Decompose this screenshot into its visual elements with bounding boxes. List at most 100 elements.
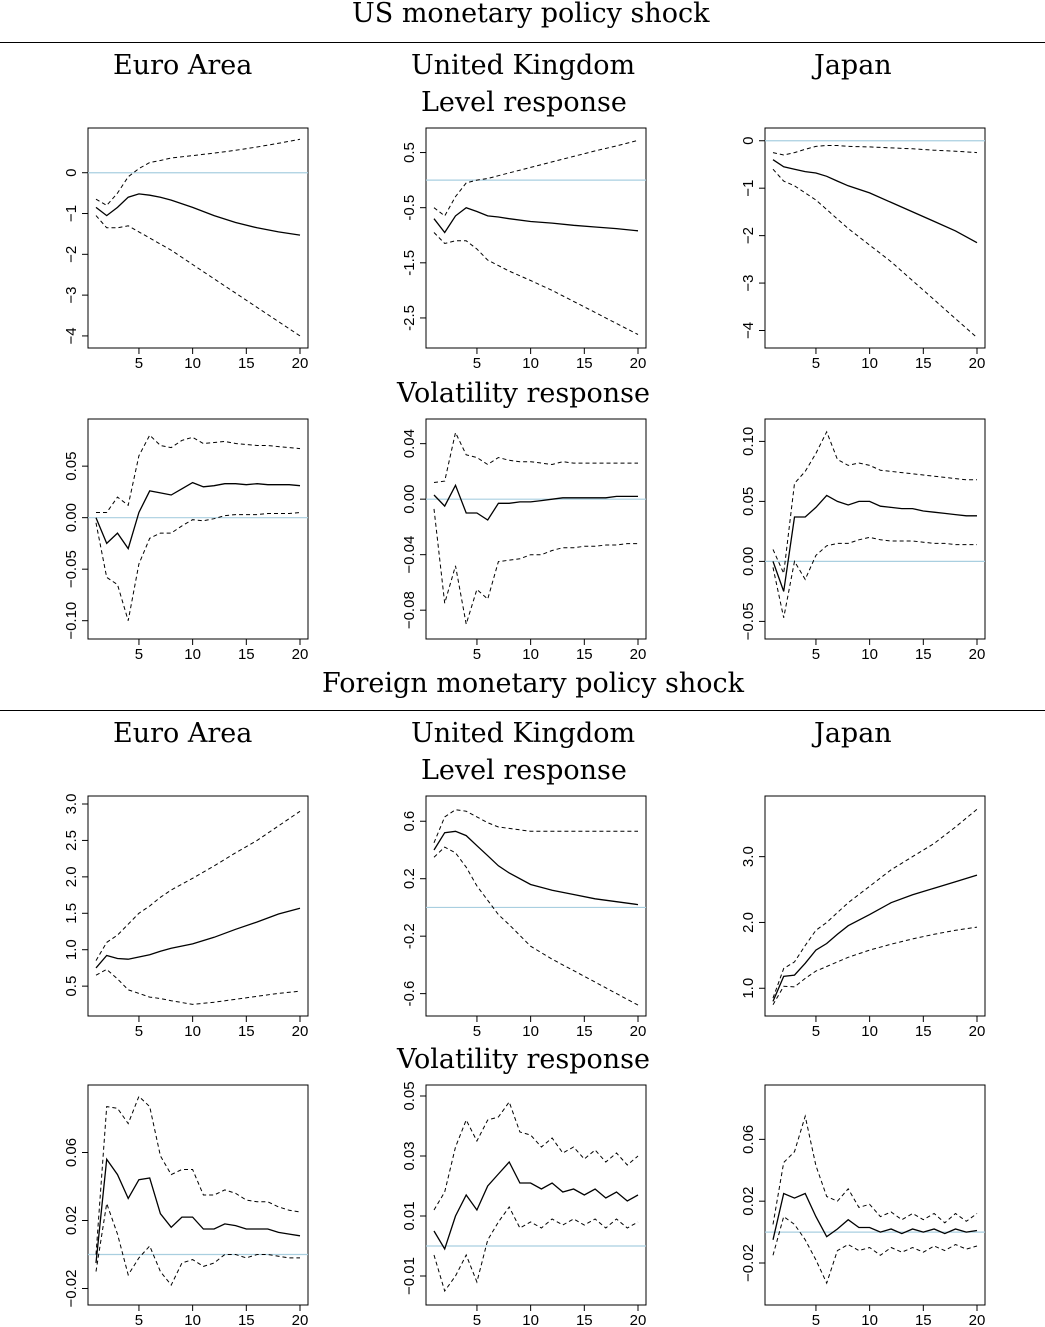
confidence-band-line xyxy=(433,508,638,625)
y-tick-label: −2 xyxy=(63,246,80,263)
plot-frame xyxy=(425,127,647,349)
y-tick-label: −0.02 xyxy=(63,1270,80,1308)
x-tick-label: 20 xyxy=(969,355,986,372)
x-tick-label: 10 xyxy=(184,1023,201,1040)
x-tick-label: 5 xyxy=(812,646,820,663)
plot-frame xyxy=(425,418,647,640)
plot-frame xyxy=(425,1084,647,1306)
y-tick-label: 1.5 xyxy=(63,903,80,924)
impulse-response-line xyxy=(772,494,977,592)
impulse-response-line xyxy=(95,907,301,969)
x-tick-label: 15 xyxy=(915,1312,932,1327)
y-tick-label: −4 xyxy=(63,327,80,344)
y-tick-label: 0.02 xyxy=(740,1187,757,1216)
y-tick-label: 0.02 xyxy=(63,1206,80,1235)
impulse-response-line xyxy=(433,483,638,521)
section-title-foreign: Foreign monetary policy shock xyxy=(322,668,744,699)
confidence-band-line xyxy=(772,1215,978,1285)
y-tick-label: 0.05 xyxy=(401,1081,418,1110)
x-tick-label: 20 xyxy=(630,355,647,372)
row-title-level-response: Level response xyxy=(421,755,627,786)
x-tick-label: 20 xyxy=(969,646,986,663)
section-rule-foreign xyxy=(0,710,1045,711)
y-tick-label: 0.05 xyxy=(740,487,757,516)
y-tick-label: −1 xyxy=(740,180,757,197)
impulse-response-line xyxy=(772,874,978,1002)
column-title-euro-area: Euro Area xyxy=(113,50,253,81)
panel-us-japan-volatility: 5 10 15 20 0.10 0.05 0.00 −0.05 xyxy=(740,418,986,663)
y-tick-label: 0 xyxy=(63,169,80,177)
confidence-band-line xyxy=(772,1114,978,1225)
y-tick-label: −4 xyxy=(740,322,757,339)
y-tick-label: −0.05 xyxy=(63,550,80,588)
y-tick-label: 0.05 xyxy=(63,452,80,481)
x-tick-label: 10 xyxy=(861,355,878,372)
x-tick-label: 20 xyxy=(292,355,309,372)
confidence-band-line xyxy=(95,138,301,207)
y-tick-label: 0.5 xyxy=(401,142,418,163)
x-tick-label: 20 xyxy=(969,1312,986,1327)
confidence-band-line xyxy=(433,846,639,1006)
x-tick-label: 5 xyxy=(812,1312,820,1327)
column-title-euro-area: Euro Area xyxy=(113,718,253,749)
panel-us-euro-area-volatility: 5 10 15 20 0.05 0.00 −0.05 −0.10 xyxy=(63,418,309,663)
impulse-response-line xyxy=(772,159,978,244)
confidence-band-line xyxy=(95,512,301,621)
y-tick-label: −3 xyxy=(740,275,757,292)
x-tick-label: 5 xyxy=(473,646,481,663)
x-tick-label: 10 xyxy=(522,355,539,372)
confidence-band-line xyxy=(433,232,639,335)
plot-frame xyxy=(87,795,309,1017)
plot-frame xyxy=(87,127,309,349)
confidence-band-line xyxy=(772,430,977,576)
confidence-band-line xyxy=(95,1095,301,1255)
x-tick-label: 20 xyxy=(630,1312,647,1327)
plot-frame xyxy=(425,795,647,1017)
confidence-band-line xyxy=(433,1100,639,1211)
y-tick-label: 0.04 xyxy=(401,429,418,458)
y-tick-label: 0.5 xyxy=(63,976,80,997)
y-tick-label: 0 xyxy=(740,137,757,145)
y-tick-label: 3.0 xyxy=(740,846,757,867)
x-tick-label: 10 xyxy=(861,1023,878,1040)
y-tick-label: 2.0 xyxy=(740,912,757,933)
x-tick-label: 15 xyxy=(238,1312,255,1327)
y-tick-label: 0.03 xyxy=(401,1141,418,1170)
y-tick-label: -2.5 xyxy=(401,305,418,331)
panel-foreign-united-kingdom-level: 5 10 15 20 0.6 0.2 -0.2 -0.6 xyxy=(401,795,647,1040)
x-tick-label: 20 xyxy=(292,646,309,663)
column-title-japan: Japan xyxy=(814,718,892,749)
x-tick-label: 5 xyxy=(473,1312,481,1327)
column-title-united-kingdom: United Kingdom xyxy=(411,718,636,749)
confidence-band-line xyxy=(433,809,638,843)
row-title-level-response: Level response xyxy=(421,87,627,118)
x-tick-label: 15 xyxy=(576,1023,593,1040)
confidence-band-line xyxy=(433,1206,639,1293)
x-tick-label: 15 xyxy=(576,1312,593,1327)
panel-foreign-japan-volatility: 5 10 15 20 0.06 0.02 −0.02 xyxy=(740,1084,986,1327)
y-tick-label: 0.01 xyxy=(401,1201,418,1230)
x-tick-label: 15 xyxy=(915,646,932,663)
x-tick-label: 5 xyxy=(135,1023,143,1040)
x-tick-label: 20 xyxy=(630,646,647,663)
x-tick-label: 15 xyxy=(576,646,593,663)
y-tick-label: 2.0 xyxy=(63,866,80,887)
y-tick-label: 0.6 xyxy=(401,811,418,832)
y-tick-label: −1 xyxy=(63,205,80,222)
x-tick-label: 15 xyxy=(238,646,255,663)
x-tick-label: 5 xyxy=(812,1023,820,1040)
section-title-us: US monetary policy shock xyxy=(352,0,710,29)
y-tick-label: −0.05 xyxy=(740,602,757,640)
y-tick-label: -0.2 xyxy=(401,923,418,949)
y-tick-label: 0.10 xyxy=(740,427,757,456)
y-tick-label: 0.00 xyxy=(740,547,757,576)
x-tick-label: 15 xyxy=(576,355,593,372)
y-tick-label: −0.08 xyxy=(401,591,418,629)
panel-foreign-euro-area-level: 5 10 15 20 0.5 1.0 1.5 2.0 2.5 3.0 xyxy=(63,794,309,1040)
y-tick-label: -0.5 xyxy=(401,195,418,221)
y-tick-label: 0.00 xyxy=(63,503,80,532)
confidence-band-line xyxy=(96,434,301,513)
confidence-band-line xyxy=(772,536,977,618)
panel-us-japan-level: 5 10 15 20 0 −1 −2 −3 −4 xyxy=(740,127,986,372)
y-tick-label: 3.0 xyxy=(63,794,80,815)
